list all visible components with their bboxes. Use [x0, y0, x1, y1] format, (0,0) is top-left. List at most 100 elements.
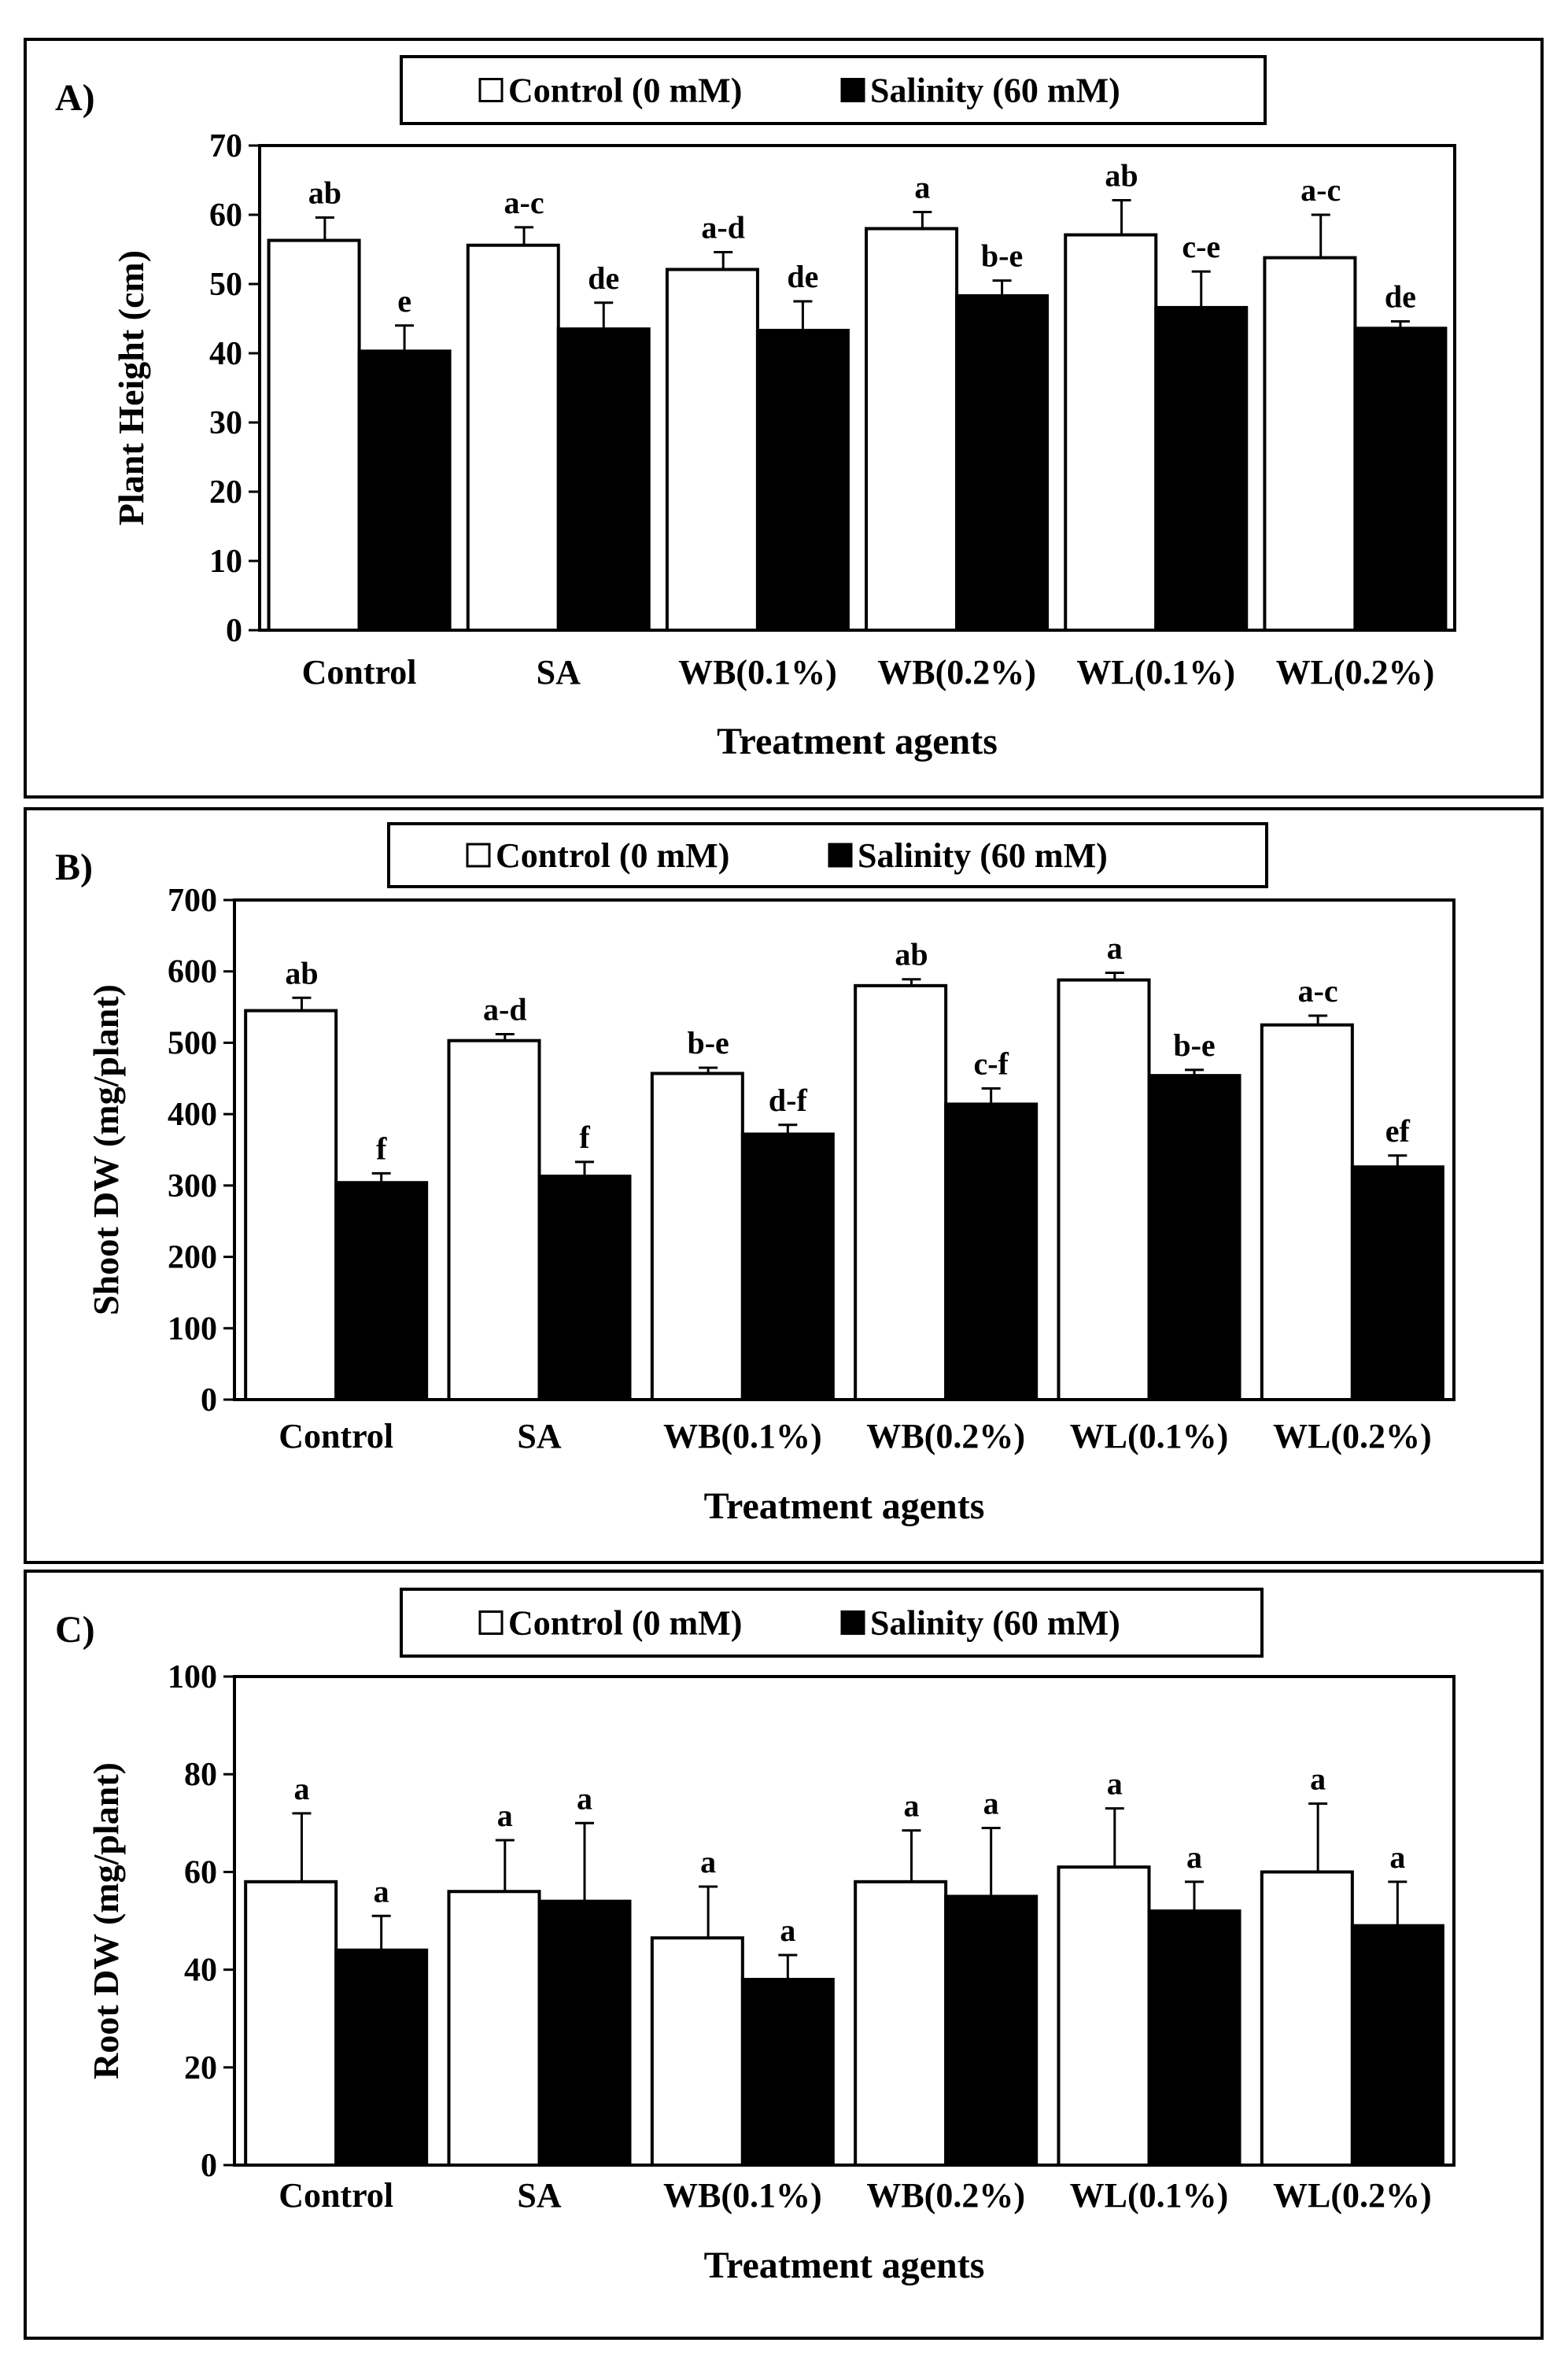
legend-box	[400, 55, 1267, 125]
y-tick-label: 400	[168, 1097, 217, 1133]
significance-letter: b-e	[687, 1025, 729, 1061]
significance-letter: a	[1107, 931, 1123, 966]
bar-control	[650, 1936, 744, 2167]
y-tick-label: 100	[168, 1311, 217, 1347]
significance-letter: a-c	[1298, 973, 1338, 1009]
significance-letter: a-d	[701, 210, 745, 245]
significance-letter: f	[579, 1120, 590, 1155]
legend-swatch-1	[478, 78, 504, 102]
bar-control	[854, 983, 948, 1402]
y-axis-title: Plant Height (cm)	[111, 250, 151, 526]
y-tick-label: 700	[168, 883, 217, 919]
plot-area	[233, 898, 1455, 1401]
bar-control	[267, 238, 361, 632]
x-tick-label: WB(0.1%)	[678, 653, 837, 692]
bar-control	[1057, 978, 1151, 1401]
significance-letter: a	[780, 1913, 795, 1948]
significance-letter: a	[577, 1780, 592, 1816]
y-tick-label: 300	[168, 1168, 217, 1204]
significance-letter: a-c	[1301, 172, 1341, 208]
bar-control	[1263, 256, 1357, 632]
significance-letter: b-e	[981, 238, 1023, 274]
y-tick-label: 20	[184, 2050, 217, 2086]
legend-entry-1: Control (0 mM)	[496, 836, 729, 875]
significance-letter: a	[293, 1771, 309, 1806]
bar-salinity	[955, 293, 1050, 632]
significance-letter: a	[700, 1844, 716, 1880]
y-tick-label: 60	[184, 1854, 217, 1891]
significance-letter: a	[983, 1786, 999, 1821]
plot-area	[258, 144, 1456, 632]
significance-letter: ab	[1105, 158, 1138, 194]
bar-control	[854, 1880, 948, 2167]
panel-label: C)	[55, 1609, 95, 1651]
y-tick-label: 70	[209, 128, 242, 164]
plot-area	[233, 1675, 1455, 2167]
significance-letter: a	[497, 1798, 513, 1833]
chart-panel-1: A) Control (0 mM) Salinity (60 mM) 0 10 20 30 4…	[24, 38, 1544, 799]
legend-entry-1: Control (0 mM)	[508, 72, 742, 110]
y-axis-title: Shoot DW (mg/plant)	[86, 984, 126, 1315]
significance-letter: b-e	[1173, 1027, 1215, 1063]
x-tick-label: WL(0.1%)	[1076, 653, 1235, 692]
x-tick-label: Control	[279, 1417, 393, 1455]
legend-swatch-1	[478, 1610, 504, 1635]
y-tick-label: 20	[209, 474, 242, 511]
y-tick-label: 40	[184, 1953, 217, 1989]
bar-control	[447, 1890, 541, 2167]
bar-salinity	[1353, 326, 1448, 632]
significance-letter: a	[914, 169, 930, 205]
y-tick-label: 100	[168, 1659, 217, 1695]
bar-control	[650, 1072, 744, 1401]
x-tick-label: WB(0.2%)	[877, 653, 1036, 692]
x-tick-label: WB(0.1%)	[663, 1417, 822, 1455]
bar-salinity	[537, 1175, 632, 1402]
y-tick-label: 500	[168, 1025, 217, 1061]
x-tick-label: WB(0.2%)	[866, 2176, 1025, 2215]
bar-salinity	[556, 327, 651, 632]
panel-label: A)	[55, 77, 95, 119]
y-axis-title: Root DW (mg/plant)	[86, 1762, 126, 2079]
bar-salinity	[944, 1102, 1039, 1401]
bar-salinity	[334, 1948, 429, 2167]
bar-control	[244, 1880, 338, 2167]
significance-letter: ab	[895, 937, 928, 972]
x-tick-label: WL(0.1%)	[1070, 2176, 1229, 2215]
y-tick-label: 600	[168, 954, 217, 991]
chart-panel-3: C) Control (0 mM) Salinity (60 mM) 0 20 40 60 8…	[24, 1570, 1544, 2340]
significance-letter: a-d	[483, 992, 527, 1027]
significance-letter: a	[1107, 1766, 1123, 1802]
y-tick-label: 40	[209, 336, 242, 372]
x-tick-label: WL(0.2%)	[1273, 1417, 1432, 1455]
bar-control	[466, 243, 560, 632]
significance-letter: a	[374, 1873, 389, 1909]
x-tick-label: SA	[517, 1417, 561, 1455]
legend: Control (0 mM) Salinity (60 mM)	[400, 1588, 1264, 1658]
significance-letter: d-f	[769, 1083, 808, 1118]
y-tick-label: 200	[168, 1240, 217, 1276]
legend-swatch-2	[828, 843, 853, 868]
significance-letter: a	[903, 1788, 919, 1824]
bar-salinity	[1147, 1909, 1241, 2167]
significance-letter: ab	[285, 955, 318, 991]
bar-salinity	[740, 1978, 835, 2167]
x-axis-title: Treatment agents	[704, 2245, 985, 2286]
legend: Control (0 mM) Salinity (60 mM)	[400, 55, 1267, 125]
x-axis-title: Treatment agents	[704, 1485, 985, 1527]
legend-box	[387, 822, 1268, 888]
y-tick-label: 60	[209, 197, 242, 234]
legend-swatch-2	[840, 1610, 865, 1635]
legend: Control (0 mM) Salinity (60 mM)	[387, 822, 1268, 888]
panel-frame	[24, 1570, 1544, 2340]
x-axis-title: Treatment agents	[717, 721, 998, 762]
legend-entry-2: Salinity (60 mM)	[858, 836, 1108, 875]
bar-control	[865, 227, 959, 632]
significance-letter: de	[787, 259, 818, 294]
bar-control	[244, 1009, 338, 1402]
bar-control	[665, 267, 759, 632]
y-tick-label: 50	[209, 267, 242, 303]
legend-entry-2: Salinity (60 mM)	[870, 72, 1120, 110]
y-tick-label: 0	[201, 2148, 217, 2184]
x-tick-label: WL(0.1%)	[1070, 1417, 1229, 1455]
